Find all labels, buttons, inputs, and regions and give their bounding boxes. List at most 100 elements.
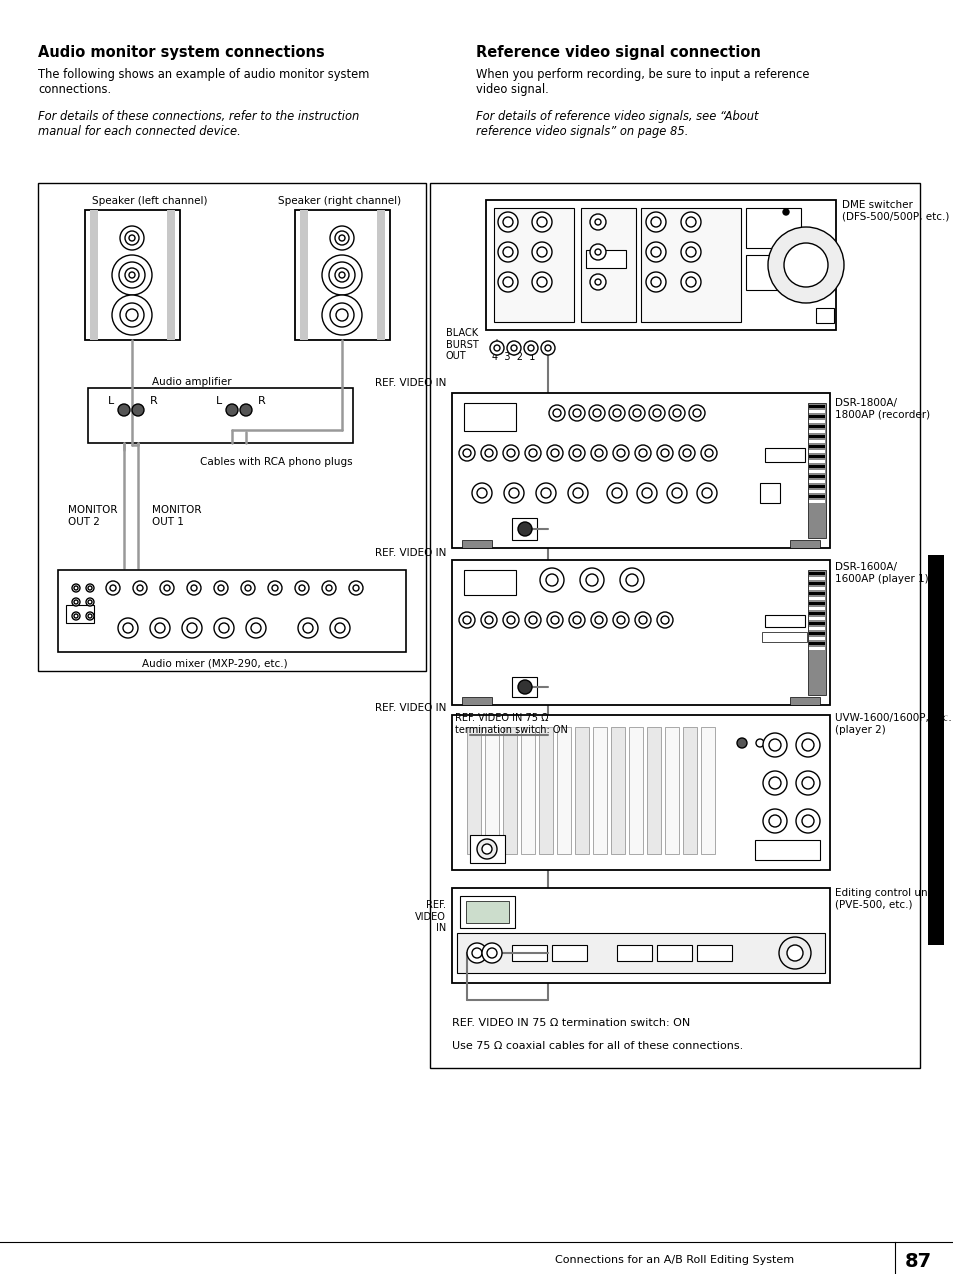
Bar bbox=[470, 834, 504, 862]
Bar bbox=[452, 561, 829, 705]
Bar bbox=[299, 210, 308, 340]
Bar bbox=[640, 208, 740, 322]
Circle shape bbox=[322, 581, 335, 595]
Circle shape bbox=[497, 211, 517, 232]
Circle shape bbox=[588, 405, 604, 420]
Circle shape bbox=[657, 612, 672, 628]
Circle shape bbox=[497, 242, 517, 262]
Circle shape bbox=[125, 231, 139, 245]
Circle shape bbox=[704, 448, 712, 457]
Circle shape bbox=[187, 623, 196, 633]
Circle shape bbox=[86, 598, 94, 606]
Circle shape bbox=[154, 623, 165, 633]
Bar bbox=[808, 450, 824, 454]
Circle shape bbox=[529, 448, 537, 457]
Circle shape bbox=[539, 568, 563, 592]
Bar bbox=[808, 405, 824, 408]
Bar bbox=[459, 896, 515, 927]
Circle shape bbox=[645, 242, 665, 262]
Circle shape bbox=[551, 448, 558, 457]
Circle shape bbox=[568, 405, 584, 420]
Bar bbox=[808, 445, 824, 448]
Bar bbox=[585, 250, 625, 268]
Circle shape bbox=[617, 448, 624, 457]
Bar bbox=[760, 483, 780, 503]
Circle shape bbox=[88, 586, 91, 590]
Circle shape bbox=[671, 488, 681, 498]
Bar bbox=[512, 676, 537, 697]
Circle shape bbox=[150, 618, 170, 638]
Circle shape bbox=[608, 405, 624, 420]
Bar bbox=[808, 612, 824, 615]
Circle shape bbox=[303, 623, 313, 633]
Circle shape bbox=[639, 617, 646, 624]
Circle shape bbox=[585, 575, 598, 586]
Circle shape bbox=[532, 211, 552, 232]
Bar bbox=[461, 697, 492, 705]
Bar bbox=[430, 183, 919, 1068]
Bar bbox=[808, 617, 824, 620]
Bar bbox=[452, 888, 829, 984]
Circle shape bbox=[164, 585, 170, 591]
Circle shape bbox=[502, 445, 518, 461]
Circle shape bbox=[462, 617, 471, 624]
Bar bbox=[807, 569, 825, 696]
Text: REF. VIDEO IN: REF. VIDEO IN bbox=[375, 703, 446, 713]
Circle shape bbox=[160, 581, 173, 595]
Circle shape bbox=[74, 614, 78, 618]
Bar bbox=[745, 208, 801, 248]
Circle shape bbox=[537, 217, 546, 227]
Circle shape bbox=[187, 581, 201, 595]
Circle shape bbox=[329, 262, 355, 288]
Bar bbox=[808, 627, 824, 631]
Text: DME switcher
(DFS-500/500P, etc.): DME switcher (DFS-500/500P, etc.) bbox=[841, 200, 948, 222]
Bar bbox=[657, 945, 691, 961]
Circle shape bbox=[657, 445, 672, 461]
Circle shape bbox=[700, 445, 717, 461]
Bar bbox=[512, 945, 546, 961]
Text: MONITOR
OUT 2: MONITOR OUT 2 bbox=[68, 505, 117, 526]
Bar bbox=[461, 540, 492, 548]
Circle shape bbox=[322, 255, 361, 296]
Circle shape bbox=[568, 445, 584, 461]
Bar bbox=[808, 455, 824, 457]
Text: REF. VIDEO IN: REF. VIDEO IN bbox=[375, 378, 446, 389]
Bar bbox=[682, 727, 697, 854]
Circle shape bbox=[767, 227, 843, 303]
Bar bbox=[808, 434, 824, 438]
Circle shape bbox=[106, 581, 120, 595]
Circle shape bbox=[481, 843, 492, 854]
Bar bbox=[815, 308, 833, 324]
Circle shape bbox=[645, 211, 665, 232]
Circle shape bbox=[625, 575, 638, 586]
Circle shape bbox=[573, 448, 580, 457]
Bar bbox=[593, 727, 606, 854]
Circle shape bbox=[595, 219, 600, 225]
Text: UVW-1600/1600P, etc.
(player 2): UVW-1600/1600P, etc. (player 2) bbox=[834, 713, 951, 735]
Bar bbox=[745, 255, 801, 290]
Bar bbox=[808, 490, 824, 493]
Circle shape bbox=[240, 404, 252, 417]
Circle shape bbox=[497, 273, 517, 292]
Circle shape bbox=[595, 248, 600, 255]
Circle shape bbox=[112, 296, 152, 335]
Text: 87: 87 bbox=[904, 1252, 931, 1271]
Bar bbox=[538, 727, 553, 854]
Circle shape bbox=[680, 242, 700, 262]
Bar bbox=[754, 840, 820, 860]
Circle shape bbox=[795, 771, 820, 795]
Bar bbox=[167, 210, 174, 340]
Bar bbox=[808, 496, 824, 498]
Bar bbox=[789, 697, 820, 705]
Bar bbox=[38, 183, 426, 671]
Circle shape bbox=[126, 310, 138, 321]
Circle shape bbox=[537, 276, 546, 287]
Text: Audio amplifier: Audio amplifier bbox=[152, 377, 232, 387]
Bar bbox=[808, 410, 824, 413]
Circle shape bbox=[589, 274, 605, 290]
Bar bbox=[808, 587, 824, 590]
Circle shape bbox=[635, 612, 650, 628]
Circle shape bbox=[593, 409, 600, 417]
Circle shape bbox=[509, 488, 518, 498]
Bar bbox=[617, 945, 651, 961]
